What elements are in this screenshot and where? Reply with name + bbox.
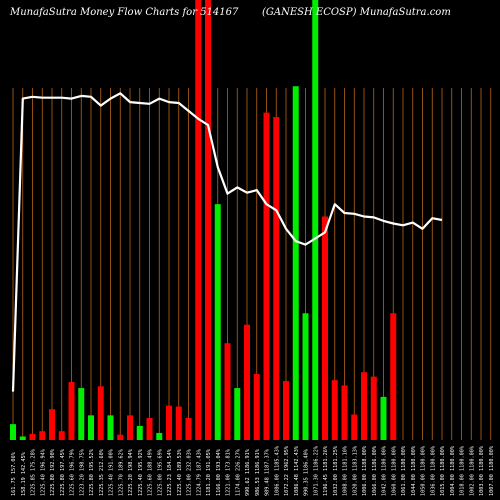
x-tick-label: 1071.30 1186.22%	[313, 445, 319, 496]
x-tick-label: 1225.23 184.54%	[167, 448, 173, 496]
money-flow-bar	[97, 386, 104, 440]
money-flow-bar	[39, 431, 46, 440]
price-line	[11, 92, 443, 392]
x-tick-label: 989.48 1187.37%	[265, 448, 271, 496]
x-tick-label: 1020.00 1183.13%	[352, 445, 358, 496]
money-flow-bar	[68, 381, 75, 440]
vertical-grid	[12, 88, 492, 440]
money-flow-bar	[361, 372, 367, 440]
x-tick-label: 1036.00 1180.00%	[430, 445, 436, 496]
money-flow-bar	[185, 418, 192, 440]
chart-title-left: MunafaSutra Money Flow Charts for 514167	[10, 7, 239, 18]
x-tick-label: 1072.22 1962.95%	[284, 445, 290, 496]
x-tick-label: 1225.40 189.53%	[177, 448, 183, 496]
money-flow-bar	[273, 117, 280, 440]
money-flow-bar	[146, 418, 153, 440]
x-tick-label: 1225.85 175.28%	[31, 448, 37, 496]
x-tick-label: 1225.70 189.62%	[118, 448, 124, 496]
chart-title-right: (GANESH ECOSP) MunafaSutra.com	[262, 7, 451, 18]
money-flow-bar	[224, 343, 231, 440]
x-tick-label: 161.75 157.06%	[11, 451, 17, 496]
money-flow-bar	[107, 415, 114, 440]
money-flow-bar	[29, 433, 36, 440]
x-tick-label: 1225.35 212.60%	[99, 448, 105, 496]
x-tick-label: 1015.00 1180.00%	[440, 445, 446, 496]
money-flow-bar	[49, 409, 55, 440]
x-tick-label: 990.35 1186.40%	[304, 448, 310, 496]
money-flow-bar	[234, 388, 241, 440]
x-tick-label: 158.19 142.45%	[21, 451, 27, 496]
x-tick-label: 1225.80 195.52%	[89, 448, 95, 496]
money-flow-bar	[127, 415, 133, 440]
x-tick-label: 1050.00 1180.00%	[421, 445, 427, 496]
money-flow-bar	[390, 313, 397, 440]
x-tick-label: 1225.00 195.69%	[157, 448, 163, 496]
money-flow-bar	[175, 406, 182, 440]
x-tick-label: 1181.20 191.05%	[206, 448, 212, 496]
x-tick-label: 1061.00 1180.00%	[401, 445, 407, 496]
money-flow-bar	[322, 216, 328, 440]
x-tick-label: 1166.00 193.04%	[216, 448, 222, 496]
money-flow-bar	[19, 436, 26, 440]
money-flow-bar	[205, 0, 211, 440]
x-tick-label: 990.62 1186.91%	[245, 448, 251, 496]
x-tick-label: 1221.00 173.81%	[226, 448, 232, 496]
x-tick-label: 1225.40 191.00%	[109, 448, 115, 496]
x-tick-label: 1032.00 1181.25%	[333, 445, 339, 496]
x-tick-label: 986.53 1186.91%	[255, 448, 261, 496]
x-tick-label: 1225.20 198.94%	[128, 448, 134, 496]
money-flow-bar	[292, 86, 299, 441]
x-tick-label: 1008.00 1181.10%	[343, 445, 349, 496]
money-flow-bar	[253, 374, 260, 440]
x-tick-label: 1086.48 1142.43%	[294, 445, 300, 496]
x-tick-label: 1002.00 1180.00%	[469, 445, 475, 496]
x-tick-label: 1086.00 1185.43%	[274, 445, 280, 496]
x-tick-label: 1004.00 1180.00%	[450, 445, 456, 496]
x-tick-label: 1018.00 1180.00%	[460, 445, 466, 496]
x-tick-label: 1225.80 197.45%	[60, 448, 66, 496]
x-tick-label: 1224.79 187.43%	[196, 448, 202, 496]
money-flow-bar	[370, 376, 377, 440]
x-axis-tick-labels: 161.75 157.06% 158.19 142.45% 1225.85 175.…	[11, 445, 495, 496]
x-tick-label: 1007.00 1180.00%	[489, 445, 495, 496]
money-flow-bar	[341, 385, 348, 440]
x-tick-label: 1042.00 1180.00%	[382, 445, 388, 496]
x-tick-label: 1225.60 188.49%	[148, 448, 154, 496]
money-flow-bar	[312, 0, 319, 440]
money-flow-bar	[156, 432, 163, 440]
x-tick-label: 1006.00 1188.00%	[362, 445, 368, 496]
x-tick-label: 1060.00 1180.00%	[391, 445, 397, 496]
money-flow-bar	[88, 415, 94, 440]
money-flow-bar	[10, 424, 16, 440]
money-flow-bar	[117, 434, 124, 440]
money-flow-bar	[283, 381, 289, 440]
money-flow-bar	[78, 388, 85, 440]
money-flow-bar	[302, 313, 309, 440]
money-flow-bar	[331, 380, 338, 440]
money-flow-bar	[166, 405, 172, 440]
money-flow-bar	[195, 0, 202, 440]
x-tick-label: 1196.45 1181.26%	[323, 445, 329, 496]
bar-series	[10, 0, 397, 441]
x-tick-label: 1225.60 196.79%	[70, 448, 76, 496]
money-flow-bar	[58, 431, 65, 440]
x-tick-label: 1066.00 1186.00%	[372, 445, 378, 496]
x-tick-label: 1003.00 1180.00%	[479, 445, 485, 496]
x-tick-label: 1225.80 192.90%	[50, 448, 56, 496]
money-flow-bar	[214, 204, 221, 440]
x-tick-label: 1225.40 195.92%	[138, 448, 144, 496]
x-tick-label: 1174.00 226.27%	[235, 448, 241, 496]
money-flow-bar	[351, 414, 358, 440]
money-flow-bar	[263, 112, 270, 440]
x-tick-label: 1225.40 196.94%	[40, 448, 46, 496]
x-tick-label: 1225.00 232.03%	[187, 448, 193, 496]
x-tick-label: 1223.20 198.75%	[79, 448, 85, 496]
money-flow-bar	[136, 425, 143, 440]
money-flow-bar	[244, 324, 250, 440]
x-tick-label: 1044.00 1180.00%	[411, 445, 417, 496]
price-line-series	[11, 92, 443, 392]
money-flow-bar	[380, 396, 387, 440]
